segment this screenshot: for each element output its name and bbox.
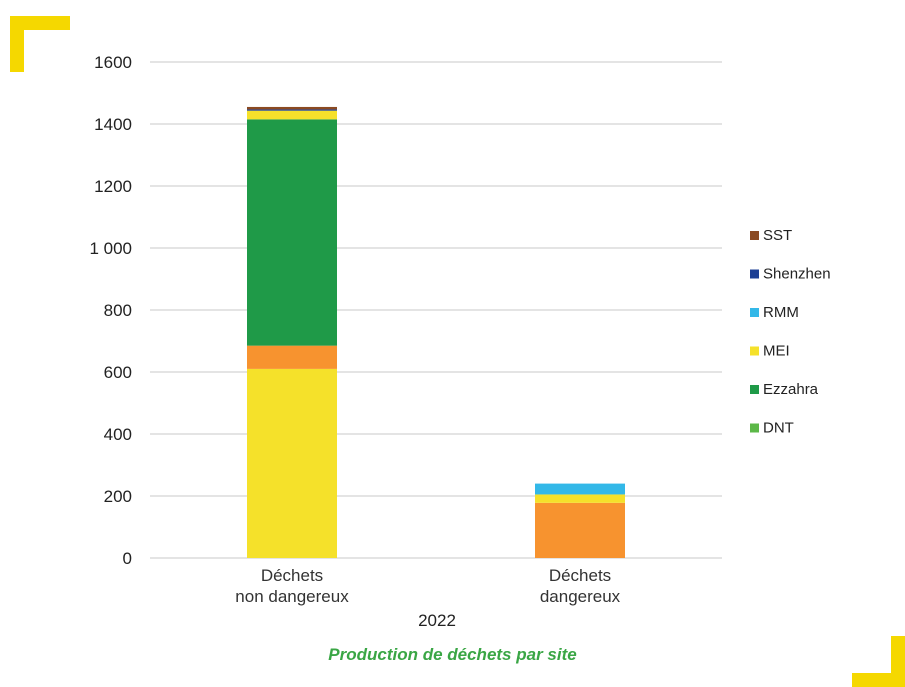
corner-bracket-top-left [10, 16, 70, 72]
legend-label-dnt: DNT [763, 420, 794, 437]
bar-segment-ezzahra [247, 119, 337, 346]
bars [247, 106, 625, 558]
y-tick-label: 1600 [94, 53, 132, 72]
y-tick-label: 1200 [94, 177, 132, 196]
legend-label-sst: SST [763, 227, 792, 244]
legend: SST Shenzhen RMM MEI Ezzahra DNT [750, 227, 831, 437]
bar-segment-shenzhen [247, 109, 337, 111]
y-tick-label: 800 [104, 301, 132, 320]
y-tick-label: 200 [104, 487, 132, 506]
y-tick-label: 1 000 [89, 239, 132, 258]
legend-label-mei: MEI [763, 343, 790, 360]
legend-label-shenzhen: Shenzhen [763, 266, 831, 283]
legend-swatch-ezzahra [750, 385, 759, 394]
y-tick-label: 600 [104, 363, 132, 382]
y-tick-label: 1400 [94, 115, 132, 134]
y-tick-label: 0 [123, 549, 132, 568]
bar-segment-orange [247, 345, 337, 369]
legend-label-rmm: RMM [763, 304, 799, 321]
category-label: Déchets non dangereux [235, 566, 349, 606]
legend-swatch-shenzhen [750, 269, 759, 279]
legend-swatch-mei [750, 346, 759, 356]
chart-caption: Production de déchets par site [328, 645, 577, 664]
y-axis-ticks: 0 200 400 600 800 1 000 1200 1400 1600 [89, 53, 132, 568]
bar-segment-sst [247, 106, 337, 110]
bar-segment-mei [535, 494, 625, 503]
category-labels: Déchets non dangereux Déchets dangereux [235, 566, 620, 606]
legend-label-ezzahra: Ezzahra [763, 381, 819, 398]
gridlines [150, 61, 722, 559]
bar-segment-orange [535, 502, 625, 558]
bar-segment-rmm [535, 483, 625, 495]
bar-segment-mei-upper [247, 110, 337, 120]
x-axis-label: 2022 [418, 611, 456, 630]
category-label: Déchets dangereux [540, 566, 621, 606]
y-tick-label: 400 [104, 425, 132, 444]
legend-swatch-rmm [750, 308, 759, 317]
legend-swatch-dnt [750, 423, 759, 433]
legend-swatch-sst [750, 231, 759, 240]
corner-bracket-bottom-right [852, 636, 905, 687]
bar-segment-mei [247, 368, 337, 558]
